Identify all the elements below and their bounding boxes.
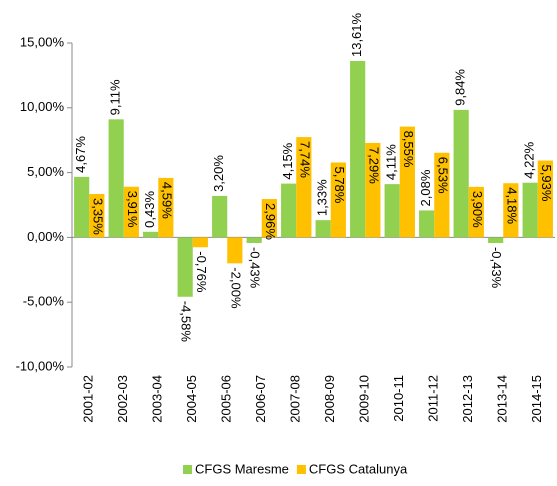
x-tick-label: 2014-15 bbox=[529, 375, 544, 423]
x-tick-label: 2005-06 bbox=[219, 375, 234, 423]
data-label: -0,43% bbox=[489, 247, 504, 289]
data-label: 7,29% bbox=[366, 147, 381, 184]
data-label: 6,53% bbox=[435, 157, 450, 194]
bar bbox=[503, 183, 519, 238]
bar bbox=[522, 182, 538, 238]
bar bbox=[468, 186, 484, 238]
data-label: -0,76% bbox=[194, 251, 209, 293]
x-tick-label: 2002-03 bbox=[115, 375, 130, 423]
x-tick-label: 2008-09 bbox=[322, 375, 337, 423]
bar bbox=[330, 162, 346, 238]
x-tick-label: 2011-12 bbox=[426, 375, 441, 422]
bar bbox=[123, 186, 139, 238]
bar bbox=[384, 184, 400, 238]
bar bbox=[315, 220, 331, 238]
bar bbox=[89, 193, 105, 238]
data-label: 3,20% bbox=[211, 155, 226, 192]
data-label: 3,91% bbox=[125, 191, 140, 228]
data-label: -4,58% bbox=[179, 301, 194, 343]
x-tick-label: 2010-11 bbox=[391, 375, 406, 422]
data-label: 8,55% bbox=[401, 131, 416, 168]
legend-label: CFGS Catalunya bbox=[309, 461, 408, 476]
data-label: 4,15% bbox=[280, 142, 295, 179]
data-label: 5,93% bbox=[539, 165, 554, 202]
y-tick-label: -10,00% bbox=[16, 358, 65, 373]
x-tick-label: 2012-13 bbox=[460, 375, 475, 423]
data-label: 2,08% bbox=[418, 169, 433, 206]
data-label: -0,43% bbox=[248, 247, 263, 289]
data-label: 2,96% bbox=[263, 203, 278, 240]
y-tick-label: 10,00% bbox=[20, 99, 65, 114]
data-label: -2,00% bbox=[228, 267, 243, 309]
data-label: 4,18% bbox=[504, 187, 519, 224]
data-label: 4,11% bbox=[384, 144, 399, 180]
legend-swatch bbox=[183, 465, 192, 474]
bar bbox=[212, 195, 228, 238]
bar bbox=[537, 160, 553, 238]
data-label: 4,22% bbox=[522, 141, 537, 178]
y-tick-label: 5,00% bbox=[27, 164, 64, 179]
data-label: 13,61% bbox=[349, 12, 364, 57]
bar bbox=[246, 237, 262, 243]
bar bbox=[177, 237, 193, 297]
bar bbox=[74, 176, 90, 238]
legend-swatch bbox=[296, 465, 306, 474]
bar bbox=[488, 237, 504, 243]
bar bbox=[158, 177, 174, 238]
bar bbox=[296, 137, 312, 238]
x-tick-label: 2006-07 bbox=[253, 375, 268, 423]
data-label: 3,35% bbox=[90, 198, 105, 235]
data-label: 5,78% bbox=[332, 166, 347, 203]
bar bbox=[227, 237, 243, 264]
x-tick-label: 2009-10 bbox=[357, 375, 372, 423]
x-tick-label: 2004-05 bbox=[184, 375, 199, 423]
bar bbox=[281, 183, 297, 238]
bar bbox=[350, 61, 366, 238]
x-tick-label: 2001-02 bbox=[81, 375, 96, 423]
bar bbox=[399, 126, 415, 238]
legend-label: CFGS Maresme bbox=[195, 461, 289, 476]
x-tick-label: 2003-04 bbox=[150, 375, 165, 423]
y-tick-label: 15,00% bbox=[20, 34, 65, 49]
bar bbox=[419, 210, 435, 238]
bar bbox=[434, 152, 450, 238]
bar bbox=[192, 237, 208, 248]
bar bbox=[108, 119, 124, 238]
data-label: 1,33% bbox=[315, 179, 330, 216]
x-tick-label: 2013-14 bbox=[495, 375, 510, 423]
bar bbox=[365, 142, 381, 238]
data-label: 3,90% bbox=[470, 191, 485, 228]
bar bbox=[143, 231, 159, 238]
bar bbox=[453, 109, 469, 238]
y-tick-label: 0,00% bbox=[27, 229, 64, 244]
x-tick-label: 2007-08 bbox=[288, 375, 303, 423]
data-label: 0,43% bbox=[142, 191, 157, 228]
data-label: 4,59% bbox=[159, 182, 174, 219]
bar bbox=[261, 199, 277, 238]
data-label: 9,84% bbox=[453, 69, 468, 106]
data-label: 4,67% bbox=[73, 136, 88, 173]
data-label: 9,11% bbox=[108, 79, 123, 115]
data-label: 7,74% bbox=[297, 141, 312, 178]
y-tick-label: -5,00% bbox=[23, 294, 65, 309]
